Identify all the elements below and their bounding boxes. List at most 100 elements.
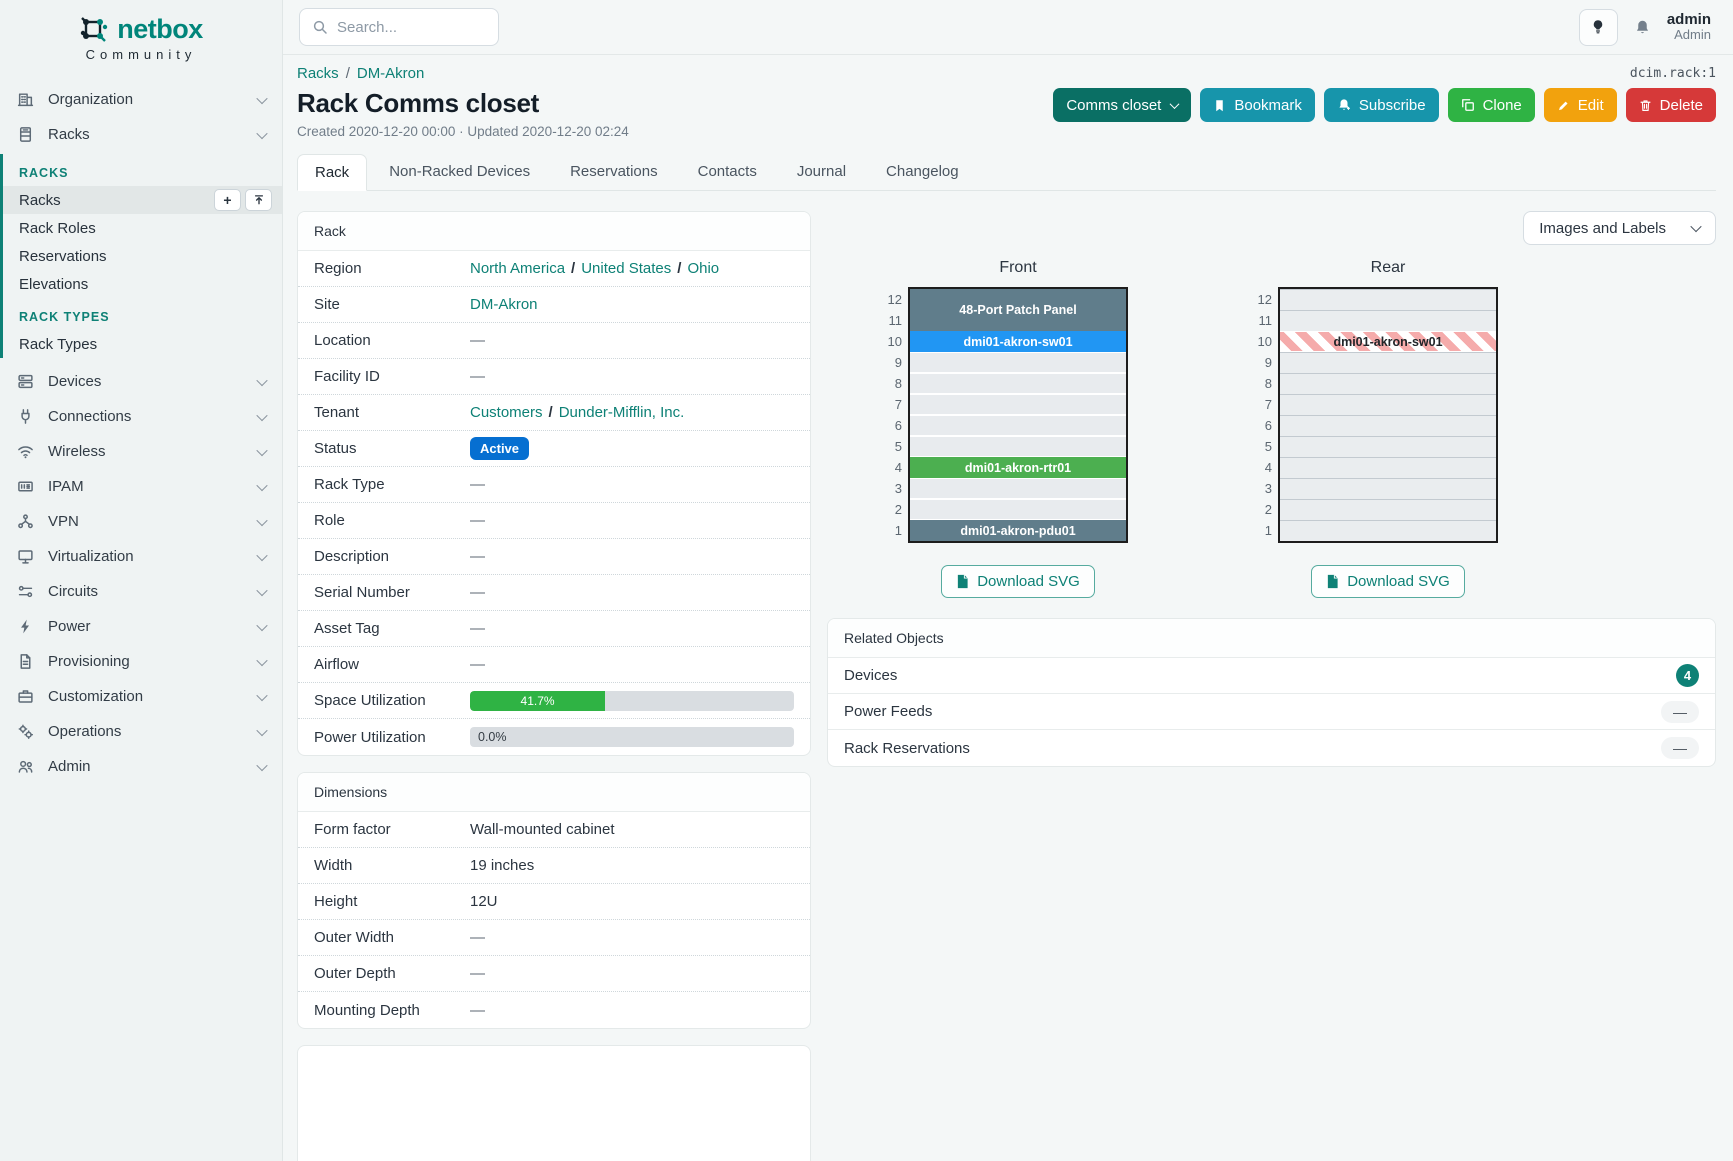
breadcrumb-link-racks[interactable]: Racks xyxy=(297,65,339,82)
unit-number: 2 xyxy=(894,502,902,517)
info-row-width: Width 19 inches xyxy=(298,848,810,884)
info-row-form-factor: Form factor Wall-mounted cabinet xyxy=(298,812,810,848)
add-rack-button[interactable]: + xyxy=(214,189,241,211)
next-card-partial xyxy=(297,1045,811,1161)
sidebar-item-vpn[interactable]: VPN xyxy=(0,504,282,539)
sidebar-item-organization[interactable]: Organization xyxy=(0,82,282,117)
download-svg-rear-button[interactable]: Download SVG xyxy=(1311,565,1465,598)
sidebar-item-connections[interactable]: Connections xyxy=(0,399,282,434)
unit-number: 6 xyxy=(1264,418,1272,433)
sidebar-item-racks-list[interactable]: Racks + xyxy=(3,186,282,214)
circuit-icon xyxy=(16,583,34,600)
info-row-power-utilization: Power Utilization 0.0% xyxy=(298,719,810,755)
region-link[interactable]: Ohio xyxy=(687,260,720,277)
tenant-link[interactable]: Dunder-Mifflin, Inc. xyxy=(558,404,685,421)
chevron-down-icon xyxy=(256,513,268,530)
rack-unit-device[interactable]: 48-Port Patch Panel xyxy=(910,289,1126,331)
sidebar-item-power[interactable]: Power xyxy=(0,609,282,644)
theme-toggle-button[interactable] xyxy=(1578,8,1618,46)
logo-subtitle: Community xyxy=(85,47,197,62)
tab-journal[interactable]: Journal xyxy=(796,163,847,180)
clone-button[interactable]: Clone xyxy=(1447,88,1535,122)
search-icon xyxy=(312,19,328,35)
sidebar-item-ipam[interactable]: IPAM xyxy=(0,469,282,504)
tab-reservations[interactable]: Reservations xyxy=(570,163,658,180)
tab-rack[interactable]: Rack xyxy=(297,154,368,191)
sidebar-item-racks[interactable]: Racks xyxy=(0,117,282,152)
logo-block[interactable]: netbox Community xyxy=(0,0,282,72)
sidebar-item-virtualization[interactable]: Virtualization xyxy=(0,539,282,574)
unit-number: 11 xyxy=(1258,313,1273,328)
rack-unit-device[interactable]: dmi01-akron-rtr01 xyxy=(910,457,1126,478)
info-row-space-utilization: Space Utilization 41.7% xyxy=(298,683,810,719)
racks-submenu: RACKS Racks + Rack Roles Reservations El… xyxy=(0,154,282,358)
search-input[interactable] xyxy=(337,18,467,36)
tab-non-racked-devices[interactable]: Non-Racked Devices xyxy=(389,163,531,180)
plug-icon xyxy=(16,408,34,425)
import-racks-button[interactable] xyxy=(245,189,272,211)
chevron-down-icon xyxy=(1690,220,1702,233)
user-menu[interactable]: admin Admin xyxy=(1667,11,1711,43)
bolt-icon xyxy=(16,618,34,635)
info-row-role: Role — xyxy=(298,503,810,539)
chevron-down-icon xyxy=(256,653,268,670)
sidebar-item-circuits[interactable]: Circuits xyxy=(0,574,282,609)
region-link[interactable]: North America xyxy=(470,260,566,277)
tenant-group-link[interactable]: Customers xyxy=(470,404,543,421)
action-buttons: Comms closet Bookmark Subscribe Clone xyxy=(1053,88,1716,122)
images-and-labels-dropdown[interactable]: Images and Labels xyxy=(1523,211,1716,245)
rack-unit-device[interactable]: dmi01-akron-sw01 xyxy=(1280,331,1496,352)
unit-number: 3 xyxy=(894,481,902,496)
unit-number: 5 xyxy=(1264,439,1272,454)
bell-icon xyxy=(1634,19,1651,36)
breadcrumb-link-site[interactable]: DM-Akron xyxy=(356,65,425,82)
related-row-rack-reservations[interactable]: Rack Reservations — xyxy=(828,730,1715,766)
notifications-button[interactable] xyxy=(1634,19,1651,36)
sidebar-item-devices[interactable]: Devices xyxy=(0,364,282,399)
bookmark-button[interactable]: Bookmark xyxy=(1200,88,1315,122)
unit-number: 9 xyxy=(1264,355,1272,370)
subscribe-button[interactable]: Subscribe xyxy=(1323,88,1439,122)
sidebar-item-label: Admin xyxy=(48,758,91,775)
network-nodes-icon xyxy=(16,513,34,530)
rack-unit-empty xyxy=(910,394,1126,415)
edit-button[interactable]: Edit xyxy=(1543,88,1617,122)
search-box[interactable] xyxy=(299,8,499,46)
card-title: Rack xyxy=(298,212,810,251)
power-utilization-bar: 0.0% xyxy=(470,727,794,747)
sidebar-item-rack-roles[interactable]: Rack Roles xyxy=(3,214,282,242)
sidebar-item-wireless[interactable]: Wireless xyxy=(0,434,282,469)
related-row-power-feeds[interactable]: Power Feeds — xyxy=(828,694,1715,730)
unit-number: 8 xyxy=(1264,376,1272,391)
site-link[interactable]: DM-Akron xyxy=(470,296,538,313)
tab-bar: Rack Non-Racked Devices Reservations Con… xyxy=(297,153,1716,191)
rack-info-card: Rack Region North America / United States /… xyxy=(297,211,811,756)
tab-contacts[interactable]: Contacts xyxy=(697,163,757,180)
rack-selector-button[interactable]: Comms closet xyxy=(1053,88,1192,122)
info-row-asset-tag: Asset Tag — xyxy=(298,611,810,647)
sidebar-item-reservations[interactable]: Reservations xyxy=(3,242,282,270)
chevron-down-icon xyxy=(256,758,268,775)
sidebar-item-provisioning[interactable]: Provisioning xyxy=(0,644,282,679)
region-link[interactable]: United States xyxy=(581,260,672,277)
space-utilization-fill: 41.7% xyxy=(470,690,606,711)
rack-unit-device[interactable]: dmi01-akron-pdu01 xyxy=(910,520,1126,541)
sidebar-item-operations[interactable]: Operations xyxy=(0,714,282,749)
trash-icon xyxy=(1639,99,1652,112)
sidebar-item-rack-types[interactable]: Rack Types xyxy=(3,330,282,358)
download-svg-front-button[interactable]: Download SVG xyxy=(941,565,1095,598)
rack-unit-empty xyxy=(1280,478,1496,499)
rack-unit-device[interactable]: dmi01-akron-sw01 xyxy=(910,331,1126,352)
unit-number: 6 xyxy=(894,418,902,433)
delete-button[interactable]: Delete xyxy=(1625,88,1716,122)
tab-changelog[interactable]: Changelog xyxy=(886,163,959,180)
sidebar-item-admin[interactable]: Admin xyxy=(0,749,282,784)
rack-unit-empty xyxy=(910,373,1126,394)
status-badge: Active xyxy=(470,437,530,460)
sidebar-item-elevations[interactable]: Elevations xyxy=(3,270,282,298)
related-row-devices[interactable]: Devices 4 xyxy=(828,658,1715,694)
submenu-header-rack-types: RACK TYPES xyxy=(19,310,110,324)
sidebar-item-label: Power xyxy=(48,618,91,635)
sidebar-item-customization[interactable]: Customization xyxy=(0,679,282,714)
rack-unit-empty xyxy=(1280,352,1496,373)
